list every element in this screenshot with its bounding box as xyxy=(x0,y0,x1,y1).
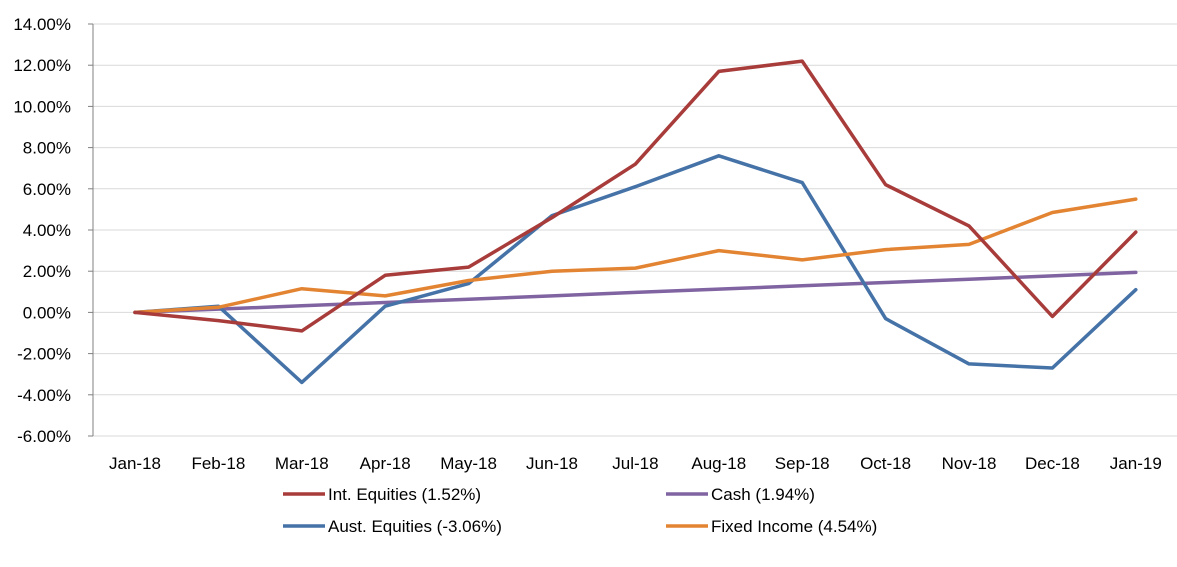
x-tick-label: Jan-18 xyxy=(109,454,161,473)
series-lines xyxy=(133,59,1138,385)
x-tick-label: Nov-18 xyxy=(942,454,997,473)
y-tick-label: 14.00% xyxy=(13,15,71,34)
y-tick-label: 4.00% xyxy=(23,221,71,240)
legend-label: Aust. Equities (-3.06%) xyxy=(328,517,502,536)
y-tick-label: 2.00% xyxy=(23,262,71,281)
x-tick-label: Oct-18 xyxy=(860,454,911,473)
y-tick-label: -2.00% xyxy=(17,345,71,364)
x-tick-label: Jun-18 xyxy=(526,454,578,473)
x-tick-labels: Jan-18 Feb-18 Mar-18 Apr-18 May-18 Jun-18 Jul-… xyxy=(109,454,1162,473)
x-tick-label: Aug-18 xyxy=(691,454,746,473)
gridlines xyxy=(93,23,1177,437)
legend: Int. Equities (1.52%) Cash (1.94%) Aust. E… xyxy=(283,485,877,536)
x-tick-label: May-18 xyxy=(440,454,497,473)
legend-label: Cash (1.94%) xyxy=(711,485,815,504)
x-tick-label: Mar-18 xyxy=(275,454,329,473)
x-tick-label: Apr-18 xyxy=(360,454,411,473)
axes xyxy=(88,23,94,437)
y-tick-label: 12.00% xyxy=(13,56,71,75)
legend-label: Fixed Income (4.54%) xyxy=(711,517,877,536)
x-tick-label: Jul-18 xyxy=(612,454,658,473)
y-tick-label: 6.00% xyxy=(23,180,71,199)
x-tick-label: Feb-18 xyxy=(191,454,245,473)
y-tick-labels: -6.00% -4.00% -2.00% 0.00% 2.00% 4.00% 6.00% 8.… xyxy=(13,15,71,446)
x-tick-label: Sep-18 xyxy=(775,454,830,473)
y-tick-label: -4.00% xyxy=(17,386,71,405)
x-tick-label: Jan-19 xyxy=(1110,454,1162,473)
y-tick-label: 8.00% xyxy=(23,139,71,158)
y-tick-label: 10.00% xyxy=(13,97,71,116)
series-line-0 xyxy=(133,59,1138,333)
y-tick-label: 0.00% xyxy=(23,303,71,322)
y-tick-label: -6.00% xyxy=(17,427,71,446)
series-line-1 xyxy=(133,270,1138,315)
series-line-2 xyxy=(133,154,1138,385)
series-line-3 xyxy=(133,197,1138,315)
legend-label: Int. Equities (1.52%) xyxy=(328,485,481,504)
x-tick-label: Dec-18 xyxy=(1025,454,1080,473)
